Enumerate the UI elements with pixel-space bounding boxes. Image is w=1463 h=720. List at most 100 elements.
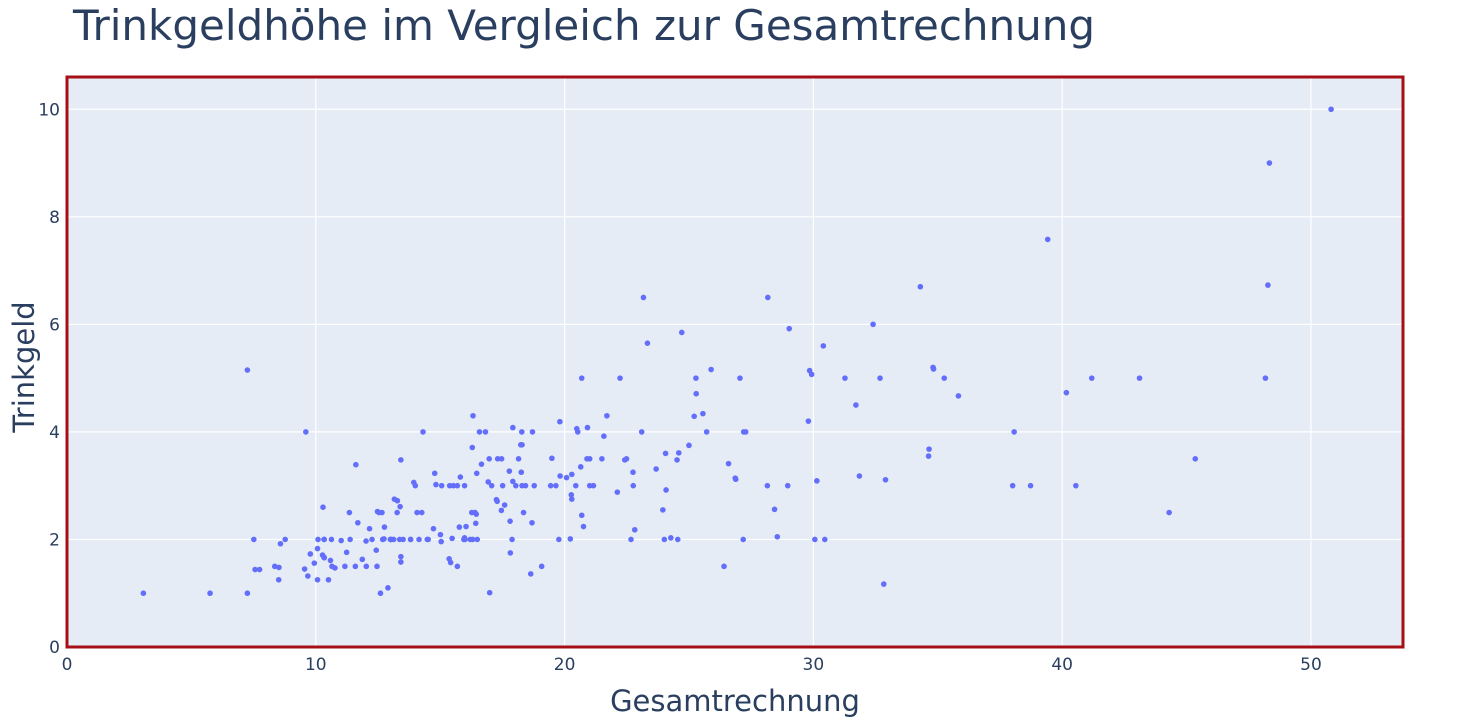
data-point-132 — [342, 563, 348, 570]
data-point-226 — [315, 536, 321, 543]
data-point-51 — [320, 504, 326, 510]
data-point-102 — [1166, 509, 1172, 516]
data-point-189 — [638, 429, 645, 435]
data-point-150 — [414, 509, 420, 516]
data-point-157 — [686, 442, 692, 449]
data-point-207 — [1027, 482, 1034, 489]
x-tick-label-5: 50 — [1300, 655, 1322, 675]
data-point-71 — [488, 482, 495, 489]
data-point-38 — [529, 519, 535, 526]
data-point-174 — [482, 429, 489, 435]
data-point-195 — [252, 566, 258, 573]
data-point-33 — [578, 512, 585, 519]
data-point-40 — [463, 523, 469, 530]
data-point-225 — [468, 509, 475, 516]
data-point-177 — [424, 536, 431, 543]
data-point-41 — [498, 507, 505, 514]
data-point-16 — [321, 554, 327, 560]
data-point-187 — [822, 536, 828, 543]
data-point-81 — [478, 461, 485, 467]
data-point-186 — [584, 455, 590, 462]
data-point-122 — [418, 509, 425, 516]
data-point-47 — [870, 321, 876, 328]
data-point-213 — [394, 509, 400, 516]
data-point-154 — [556, 536, 562, 543]
data-point-219 — [814, 478, 820, 484]
chart-title: Trinkgeldhöhe im Vergleich zur Gesamtrec… — [72, 1, 1095, 50]
data-point-231 — [454, 482, 461, 489]
data-point-143 — [737, 375, 743, 381]
data-point-23 — [1044, 236, 1051, 243]
data-point-67 — [140, 590, 147, 597]
data-point-93 — [470, 412, 476, 419]
y-tick-label-3: 6 — [49, 315, 60, 335]
data-point-131 — [568, 492, 575, 498]
data-point-48 — [774, 533, 781, 540]
data-point-22 — [456, 524, 463, 530]
data-point-204 — [574, 429, 581, 435]
data-point-75 — [325, 576, 332, 583]
data-point-217 — [352, 563, 359, 570]
data-point-239 — [786, 325, 793, 332]
data-point-218 — [256, 566, 263, 573]
data-point-235 — [314, 576, 321, 583]
data-point-142 — [1088, 375, 1095, 381]
data-point-191 — [557, 418, 563, 425]
x-tick-label-4: 40 — [1051, 655, 1073, 675]
data-point-43 — [305, 573, 311, 579]
data-point-193 — [449, 535, 455, 542]
data-point-232 — [353, 461, 359, 468]
data-point-141 — [917, 283, 924, 290]
data-points — [140, 106, 1334, 597]
plot-area — [67, 77, 1403, 647]
data-point-57 — [721, 563, 727, 570]
data-point-173 — [856, 473, 863, 479]
data-point-3 — [653, 466, 659, 472]
data-point-24 — [557, 473, 563, 479]
data-point-17 — [469, 444, 476, 451]
data-point-76 — [510, 478, 516, 485]
data-point-21 — [568, 496, 575, 502]
data-point-82 — [314, 545, 321, 552]
data-point-147 — [359, 556, 366, 563]
data-point-163 — [407, 536, 414, 543]
data-point-32 — [438, 482, 445, 489]
data-point-155 — [806, 367, 813, 374]
x-axis-label: Gesamtrechnung — [610, 684, 860, 718]
data-point-188 — [515, 455, 522, 462]
data-point-37 — [485, 479, 492, 485]
data-point-227 — [572, 482, 579, 489]
data-point-170 — [1328, 106, 1334, 113]
data-point-105 — [446, 556, 452, 562]
y-tick-label-2: 4 — [49, 423, 60, 443]
data-point-64 — [501, 502, 508, 508]
data-point-148 — [307, 551, 314, 557]
y-tick-label-1: 2 — [49, 530, 60, 550]
data-point-74 — [430, 525, 437, 532]
data-point-25 — [507, 518, 513, 524]
x-tick-label-1: 10 — [305, 655, 327, 675]
data-point-78 — [630, 482, 637, 489]
data-point-211 — [708, 366, 714, 373]
data-point-129 — [631, 526, 638, 533]
y-tick-label-0: 0 — [49, 638, 60, 658]
data-point-55 — [549, 455, 555, 462]
data-point-144 — [472, 520, 479, 527]
data-point-223 — [461, 482, 468, 489]
data-point-121 — [398, 553, 404, 560]
data-point-222 — [277, 540, 284, 547]
data-point-49 — [513, 482, 519, 489]
data-point-180 — [926, 446, 932, 452]
data-point-88 — [678, 329, 685, 336]
data-point-137 — [416, 536, 422, 543]
data-point-114 — [703, 429, 710, 435]
data-point-0 — [486, 589, 493, 596]
data-point-152 — [493, 496, 500, 503]
data-point-90 — [784, 482, 791, 489]
data-point-202 — [387, 536, 394, 543]
y-tick-label-4: 8 — [49, 208, 60, 228]
x-tick-label-0: 0 — [62, 655, 73, 675]
data-point-192 — [771, 506, 778, 513]
data-point-162 — [467, 536, 474, 543]
